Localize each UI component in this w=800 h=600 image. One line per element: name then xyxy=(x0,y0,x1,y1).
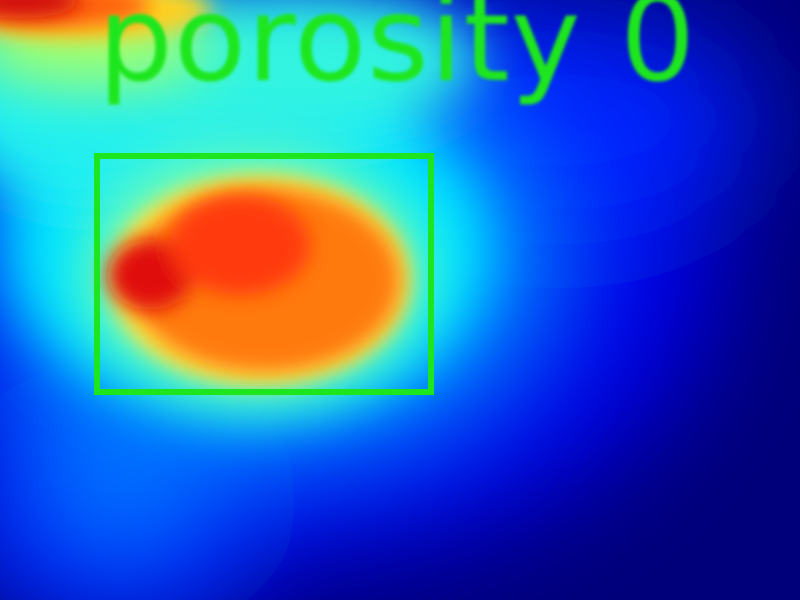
heatmap-red-core xyxy=(0,0,310,310)
bounding-box xyxy=(94,153,434,395)
detection-label: porosity 0 xyxy=(98,0,697,108)
